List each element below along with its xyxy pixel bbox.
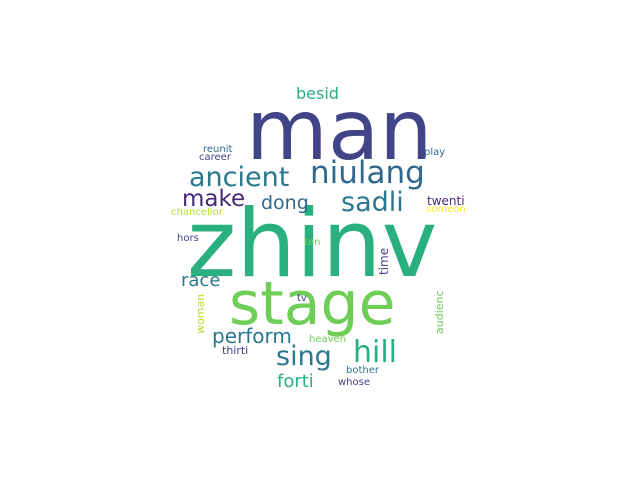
- word-heaven: heaven: [309, 334, 347, 345]
- word-reunit: reunit: [203, 144, 233, 155]
- word-niulang: niulang: [310, 155, 425, 191]
- word-ancient: ancient: [189, 162, 290, 193]
- word-race: race: [181, 270, 221, 291]
- word-woman: woman: [194, 293, 207, 334]
- word-audienc: audienc: [433, 290, 446, 334]
- word-stage: stage: [229, 269, 396, 339]
- word-zhinv: zhinv: [187, 190, 438, 299]
- word-someon: someon: [426, 204, 466, 215]
- word-time: time: [377, 247, 391, 275]
- word-besid: besid: [296, 84, 339, 103]
- word-hill: hill: [353, 335, 398, 370]
- word-dong: dong: [261, 192, 309, 214]
- word-ten: ten: [304, 237, 321, 248]
- word-man: man: [246, 81, 433, 179]
- word-tv: tv: [297, 293, 307, 304]
- word-twenti: twenti: [427, 194, 465, 208]
- word-perform: perform: [212, 324, 292, 348]
- word-thirti: thirti: [222, 344, 249, 357]
- word-whose: whose: [338, 377, 370, 388]
- word-hors: hors: [177, 233, 199, 244]
- word-play: play: [424, 147, 446, 158]
- word-chancellor: chancellor: [171, 207, 223, 218]
- word-sing: sing: [276, 341, 332, 372]
- word-bother: bother: [346, 365, 379, 376]
- word-sadli: sadli: [341, 187, 404, 218]
- word-forti: forti: [277, 371, 314, 392]
- word-career: career: [199, 152, 231, 163]
- word-make: make: [182, 186, 246, 212]
